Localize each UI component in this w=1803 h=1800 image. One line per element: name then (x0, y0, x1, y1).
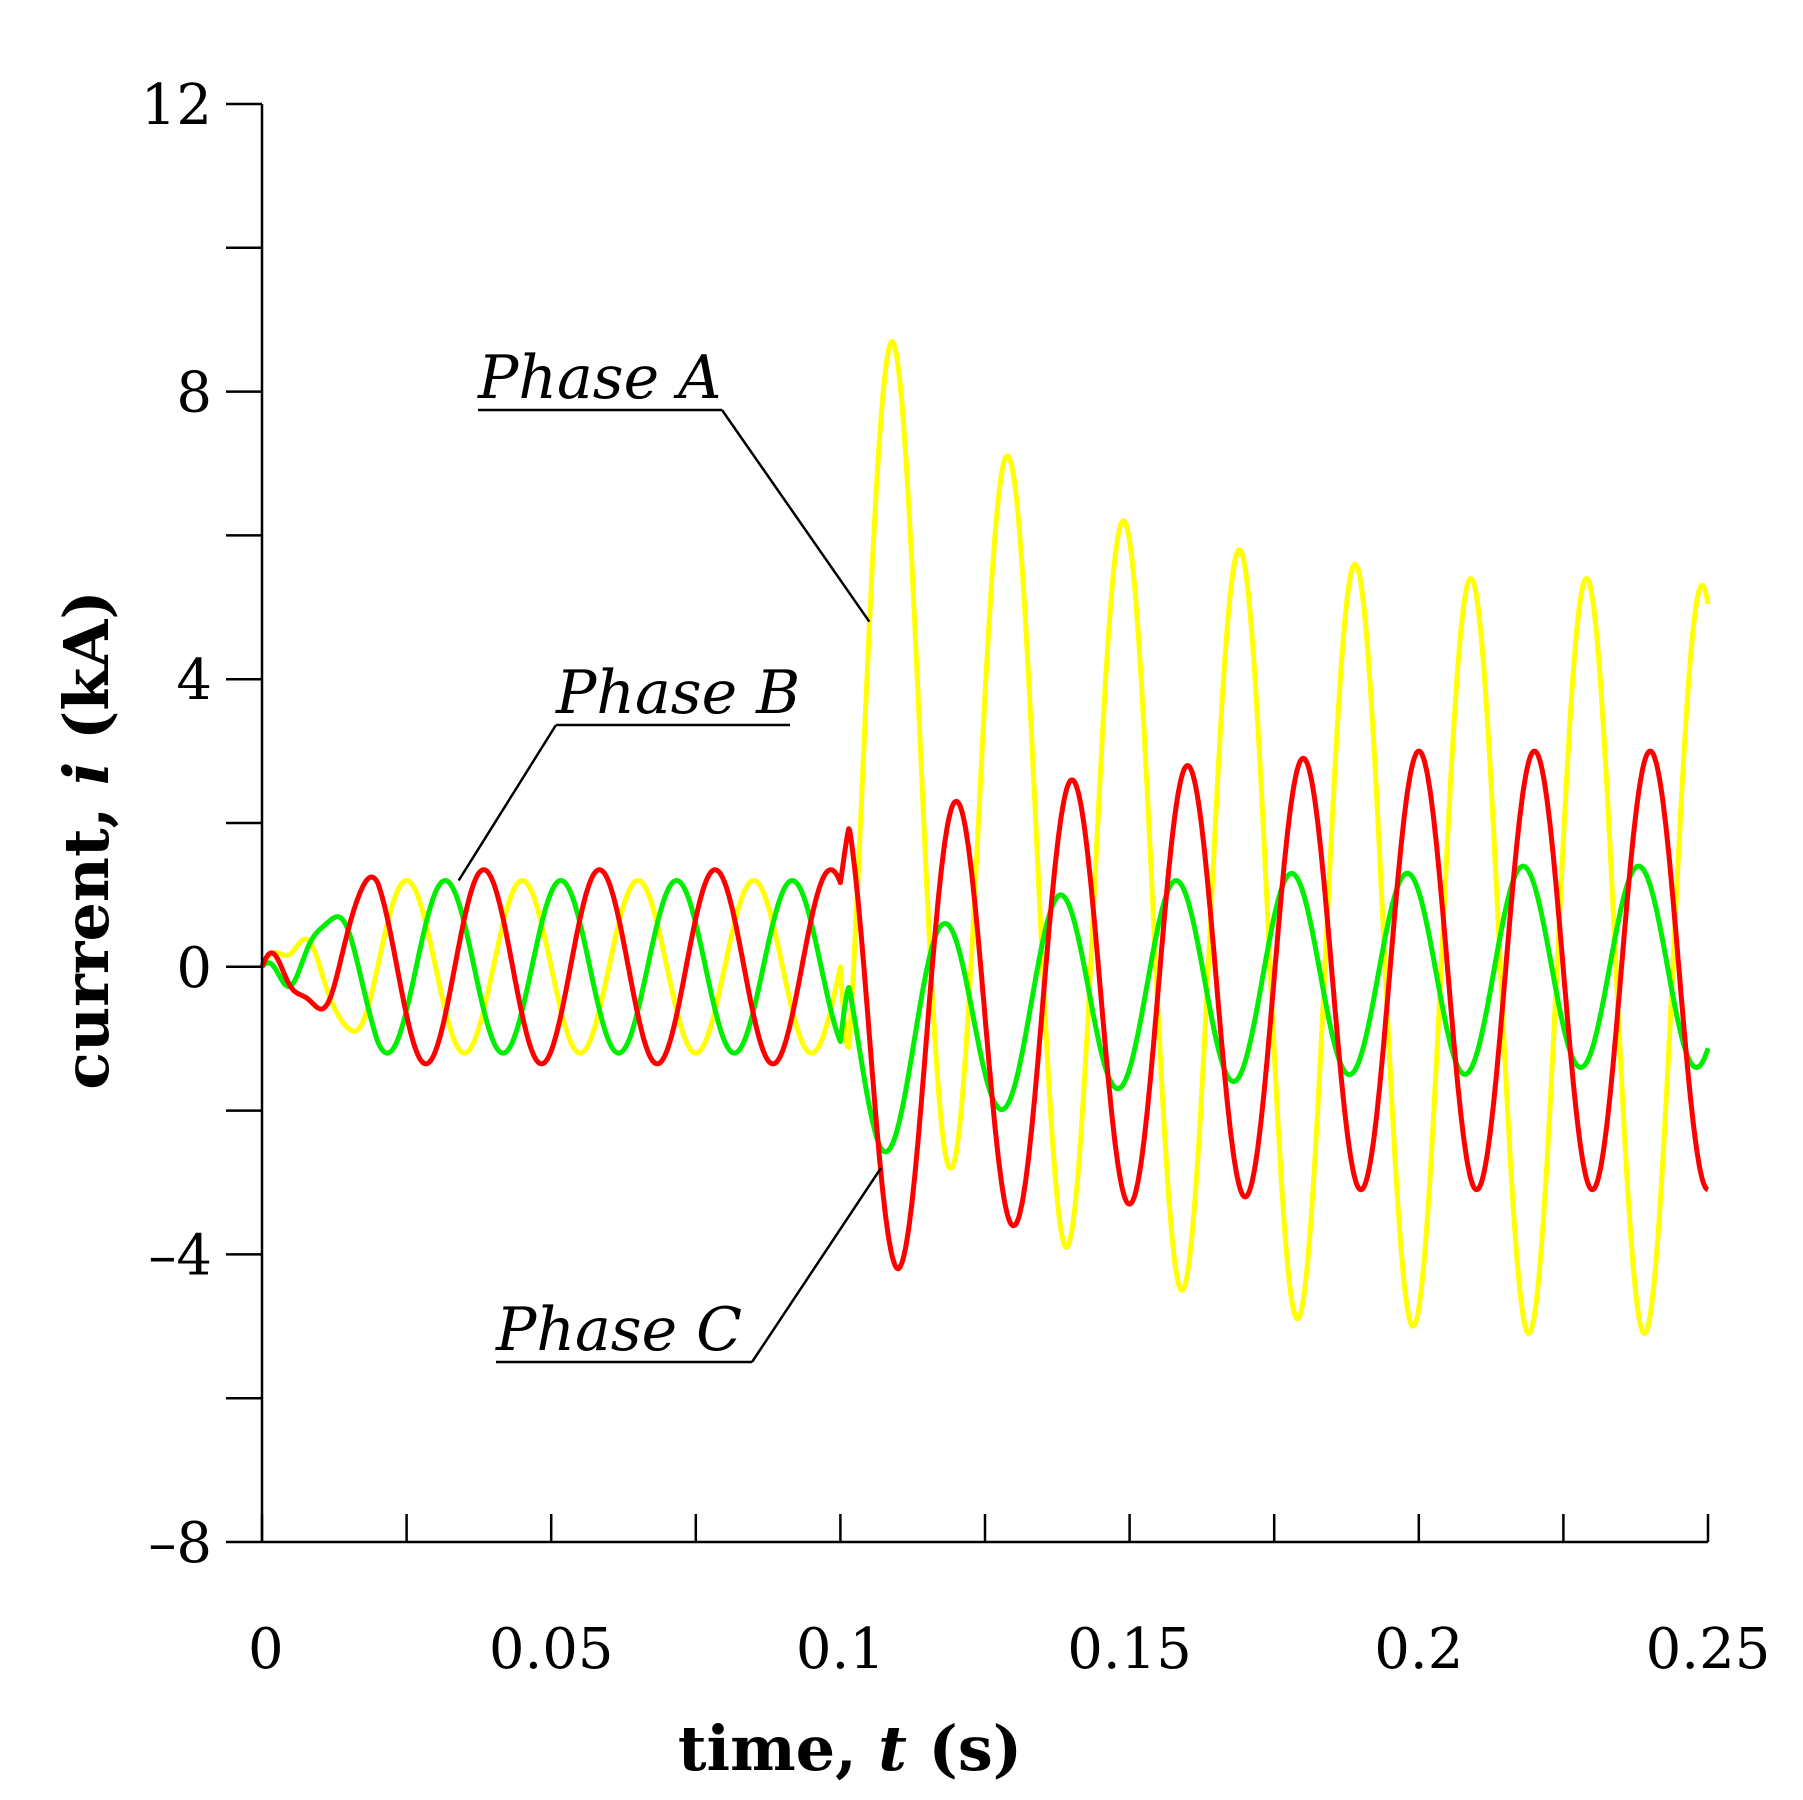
x-tick-label: 0.2 (1374, 1617, 1463, 1682)
x-tick-label: 0.05 (489, 1617, 614, 1682)
x-axis-title-text: time, (678, 1712, 878, 1785)
annotation-label-phase-c: Phase C (495, 1295, 742, 1365)
x-tick-label: 0.15 (1067, 1617, 1192, 1682)
y-tick-label: 4 (176, 648, 212, 713)
y-axis-title: current, i (kA) (50, 590, 123, 1089)
y-tick-label: 12 (141, 73, 212, 138)
x-axis-title-unit: (s) (907, 1712, 1022, 1785)
annotation-label-phase-b: Phase B (555, 658, 800, 728)
annotations: Phase A Phase B Phase C (457, 343, 882, 1365)
x-tick-label: 0.1 (796, 1617, 885, 1682)
series-line-phase-a (259, 338, 1711, 1336)
annotation-label-phase-a: Phase A (477, 343, 722, 413)
y-tick-label: –8 (148, 1511, 212, 1576)
annotation-leader-phase-c (750, 1167, 882, 1363)
y-tick-label: –4 (148, 1223, 212, 1288)
y-axis-title-text: current, (50, 785, 123, 1090)
y-tick-label: 8 (176, 361, 212, 426)
y-axis-title-unit: (kA) (50, 590, 123, 761)
annotation-leader-phase-a (720, 409, 871, 623)
x-axis-title: time, t (s) (678, 1712, 1022, 1785)
x-tick-label: 0 (248, 1617, 284, 1682)
series-layer (259, 338, 1711, 1336)
annotation-leader-phase-b (457, 724, 558, 882)
axes: –8 –4 0 4 8 12 0 0.05 0.1 0.15 0.2 0.25 (141, 73, 1771, 1682)
series-line-phase-c (259, 748, 1710, 1272)
x-axis-title-symbol: t (878, 1712, 907, 1785)
y-axis-title-symbol: i (50, 762, 123, 786)
series-line-phase-b (260, 863, 1711, 1155)
y-tick-label: 0 (176, 936, 212, 1001)
x-tick-label: 0.25 (1646, 1617, 1771, 1682)
